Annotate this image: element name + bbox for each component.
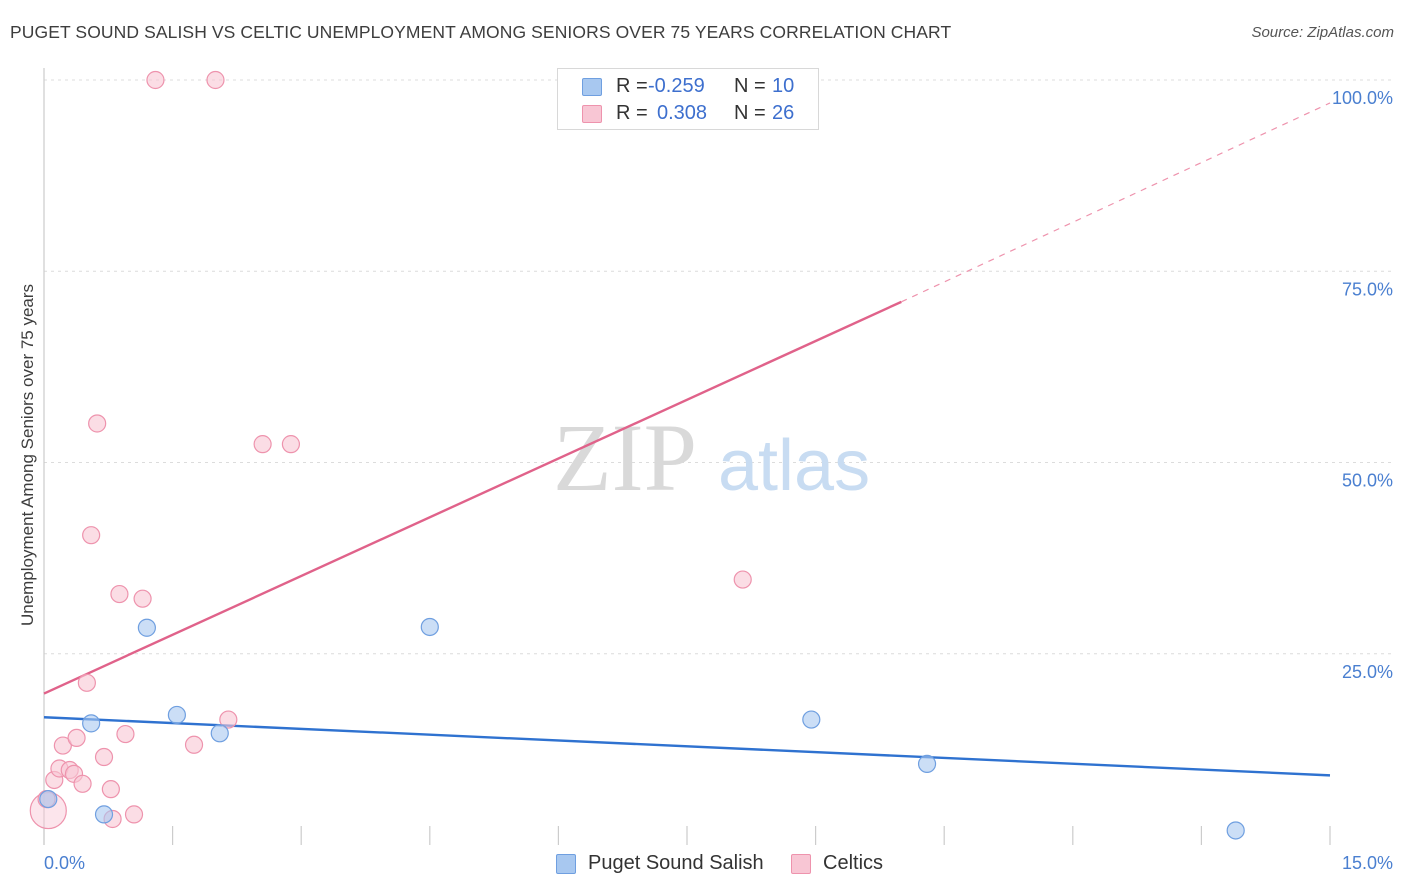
point-celtics bbox=[94, 747, 114, 767]
legend-n-label: N = bbox=[734, 75, 766, 97]
y-tick-label: 100.0% bbox=[1332, 88, 1393, 108]
point-salish bbox=[82, 714, 101, 733]
trend-line-salish bbox=[43, 716, 1331, 777]
data-points bbox=[29, 70, 1245, 840]
point-salish bbox=[1226, 821, 1245, 840]
point-salish bbox=[137, 618, 156, 637]
y-axis-label: Unemployment Among Seniors over 75 years bbox=[18, 284, 37, 626]
legend-r-value: 0.308 bbox=[657, 102, 708, 124]
point-celtics bbox=[116, 724, 135, 744]
trend-line-celtics bbox=[43, 300, 902, 695]
y-tick-label: 50.0% bbox=[1342, 471, 1393, 491]
bottom-legend-swatch-salish bbox=[556, 854, 576, 874]
bottom-legend-label-celtics: Celtics bbox=[823, 852, 884, 874]
bottom-legend-swatch-celtics bbox=[791, 854, 811, 874]
chart-title: PUGET SOUND SALISH VS CELTIC UNEMPLOYMEN… bbox=[10, 22, 952, 42]
point-celtics bbox=[53, 736, 72, 755]
point-celtics bbox=[133, 589, 152, 608]
point-celtics bbox=[733, 570, 752, 589]
bottom-legend-label-salish: Puget Sound Salish bbox=[588, 852, 764, 874]
point-celtics bbox=[124, 805, 144, 824]
legend-n-value: 10 bbox=[772, 75, 795, 97]
point-celtics bbox=[88, 414, 107, 433]
point-salish bbox=[420, 617, 439, 637]
legend-n-label: N = bbox=[734, 102, 766, 124]
point-salish bbox=[802, 710, 821, 729]
legend-n-value: 26 bbox=[772, 102, 795, 124]
point-celtics bbox=[146, 70, 165, 90]
watermark-atlas: atlas bbox=[718, 426, 870, 506]
point-salish bbox=[39, 789, 58, 809]
point-celtics bbox=[253, 435, 272, 454]
y-tick-label: 25.0% bbox=[1342, 662, 1393, 682]
source-label: Source: ZipAtlas.com bbox=[1251, 24, 1394, 41]
x-tick-label-min: 0.0% bbox=[44, 853, 85, 873]
point-celtics bbox=[206, 70, 225, 90]
correlation-legend: R = -0.259 N = 10 R = 0.308 N = 26 bbox=[557, 68, 819, 130]
grid-lines bbox=[44, 79, 1395, 655]
legend-r-label: R = bbox=[616, 75, 648, 97]
point-celtics bbox=[219, 710, 238, 729]
point-salish bbox=[917, 754, 937, 774]
legend-swatch-salish bbox=[582, 78, 602, 96]
point-salish bbox=[167, 705, 186, 725]
point-salish bbox=[94, 805, 114, 824]
legend-r-label: R = bbox=[616, 102, 648, 124]
point-celtics bbox=[77, 673, 96, 692]
tick-labels: 25.0% 50.0% 75.0% 100.0% 0.0% 15.0% bbox=[44, 88, 1393, 873]
point-celtics bbox=[110, 584, 129, 604]
point-celtics bbox=[184, 735, 204, 754]
x-tick-label-max: 15.0% bbox=[1342, 853, 1393, 873]
trend-lines bbox=[43, 102, 1331, 777]
point-salish bbox=[210, 724, 229, 743]
point-celtics bbox=[82, 526, 101, 545]
point-celtics bbox=[101, 780, 120, 799]
point-celtics bbox=[67, 728, 86, 748]
point-celtics bbox=[281, 435, 301, 454]
legend-r-value: -0.259 bbox=[648, 75, 705, 97]
point-celtics bbox=[73, 774, 92, 793]
y-tick-label: 75.0% bbox=[1342, 279, 1393, 299]
trend-line-celtics-extension bbox=[901, 102, 1331, 303]
axes bbox=[43, 68, 1331, 845]
legend-swatch-celtics bbox=[582, 105, 602, 123]
watermark: ZIP atlas bbox=[553, 404, 870, 511]
watermark-zip: ZIP bbox=[553, 404, 697, 511]
